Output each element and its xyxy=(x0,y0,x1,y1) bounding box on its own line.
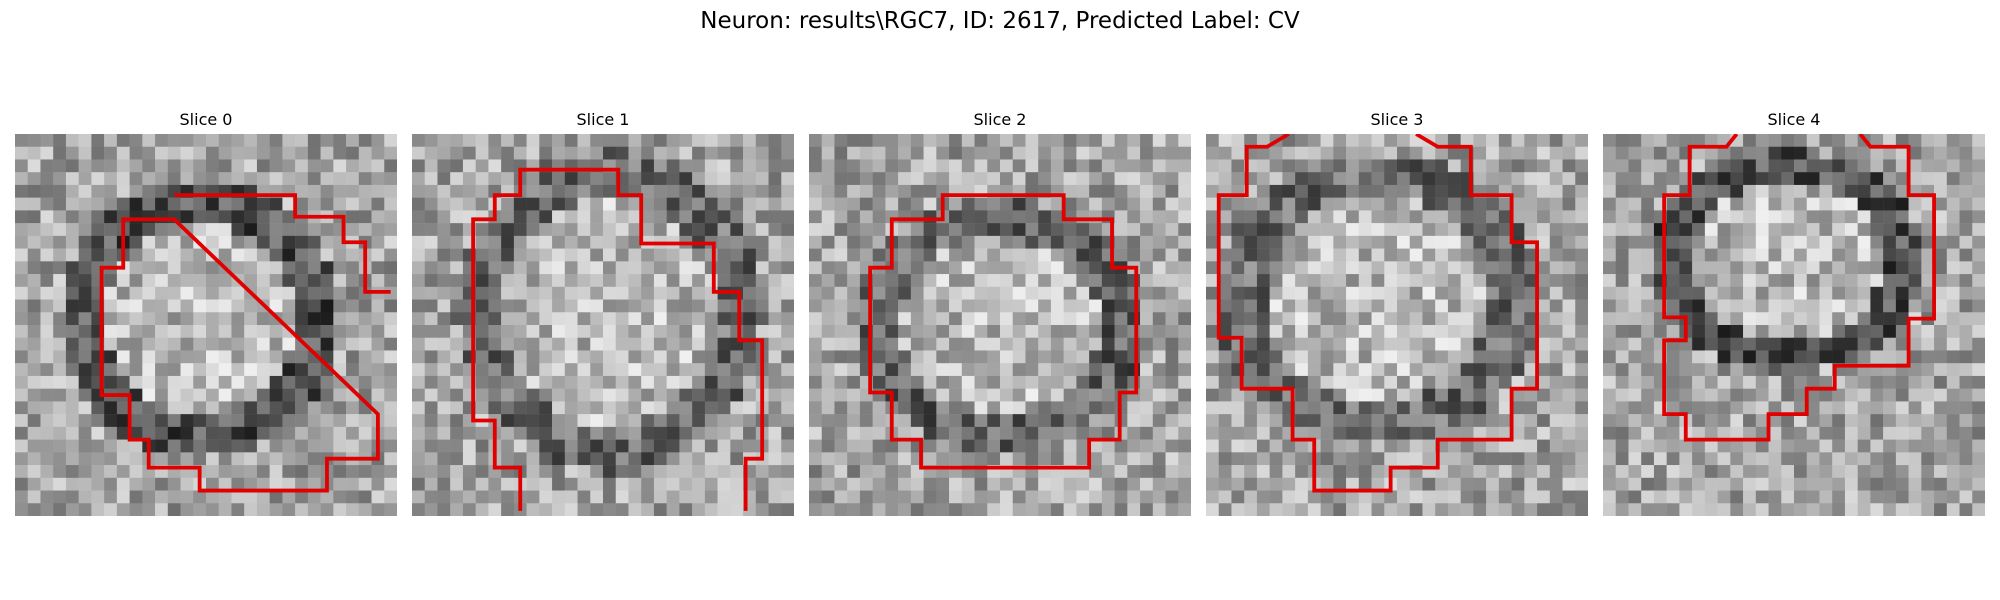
segmentation-contour xyxy=(471,167,765,511)
noise-grid xyxy=(1206,134,1588,516)
slice-image-0 xyxy=(15,134,397,516)
noise-grid xyxy=(412,134,794,516)
slice-title: Slice 1 xyxy=(576,110,630,129)
slice-image-4 xyxy=(1603,134,1985,516)
segmentation-contour xyxy=(99,193,391,493)
segmentation-contour xyxy=(868,193,1139,470)
slice-image-2 xyxy=(809,134,1191,516)
slice-image-1 xyxy=(412,134,794,516)
slice-title: Slice 4 xyxy=(1767,110,1821,129)
segmentation-contour xyxy=(1216,134,1539,493)
noise-grid xyxy=(809,134,1191,516)
slice-title: Slice 3 xyxy=(1370,110,1424,129)
noise-grid xyxy=(1603,134,1985,516)
segmentation-contour xyxy=(1662,134,1936,442)
slice-image-3 xyxy=(1206,134,1588,516)
figure-title: Neuron: results\RGC7, ID: 2617, Predicte… xyxy=(700,8,1300,34)
slice-title: Slice 2 xyxy=(973,110,1027,129)
slice-title: Slice 0 xyxy=(179,110,233,129)
